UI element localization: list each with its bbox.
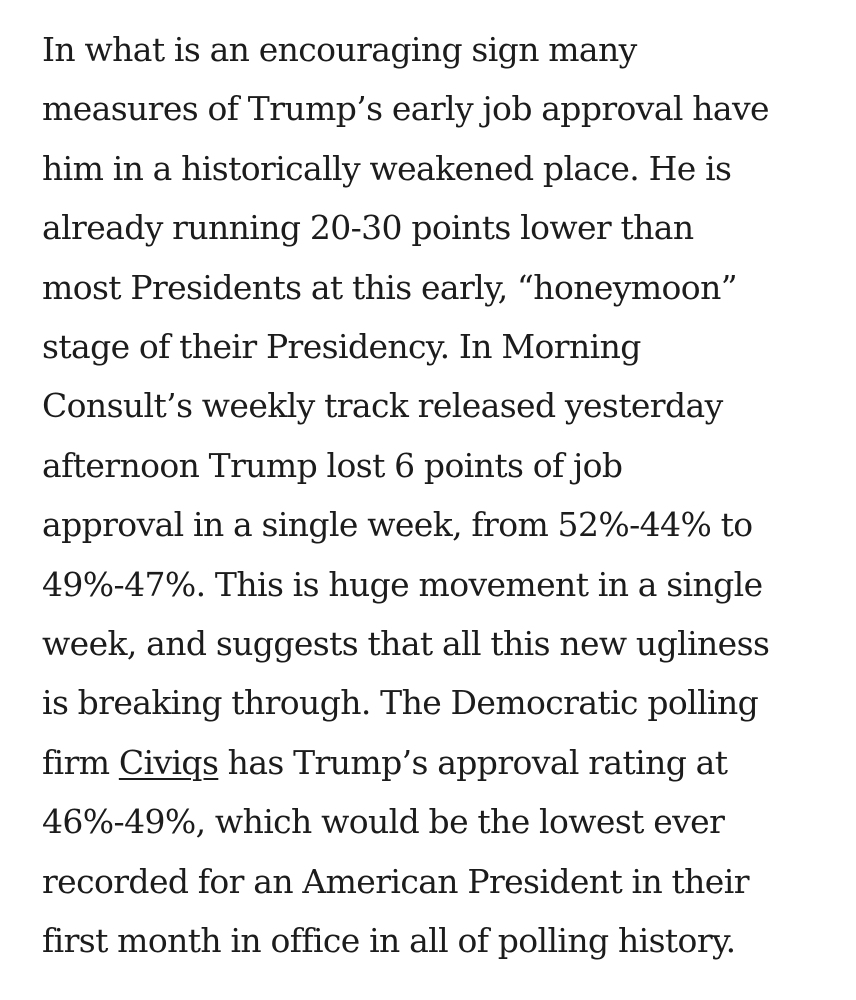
paragraph-line: him in a historically weakened place. He… <box>42 148 732 188</box>
paragraph-line: stage of their Presidency. In Morning <box>42 327 641 367</box>
line-text-before-link: firm <box>42 742 119 782</box>
article-paragraph: In what is an encouraging sign many meas… <box>42 20 832 971</box>
paragraph-line: 49%-47%. This is huge movement in a sing… <box>42 564 763 604</box>
paragraph-line: In what is an encouraging sign many <box>42 30 637 69</box>
paragraph-line-with-link: firm Civiqs has Trump’s approval rating … <box>42 733 832 792</box>
paragraph-line: already running 20-30 points lower than <box>42 208 694 248</box>
paragraph-line: Consult’s weekly track released yesterda… <box>42 386 723 426</box>
paragraph-line: first month in office in all of polling … <box>42 921 736 961</box>
paragraph-line: most Presidents at this early, “honeymoo… <box>42 267 738 307</box>
paragraph-line: approval in a single week, from 52%-44% … <box>42 505 753 545</box>
article-body: In what is an encouraging sign many meas… <box>42 20 832 971</box>
civiqs-link[interactable]: Civiqs <box>118 742 219 782</box>
paragraph-line: recorded for an American President in th… <box>42 861 749 901</box>
paragraph-line: afternoon Trump lost 6 points of job <box>42 445 623 485</box>
paragraph-line: measures of Trump’s early job approval h… <box>42 89 770 129</box>
line-text-after-link: has Trump’s approval rating at <box>218 742 728 782</box>
paragraph-line: is breaking through. The Democratic poll… <box>42 683 759 723</box>
paragraph-line: 46%-49%, which would be the lowest ever <box>42 802 725 842</box>
paragraph-line: week, and suggests that all this new ugl… <box>42 624 770 664</box>
